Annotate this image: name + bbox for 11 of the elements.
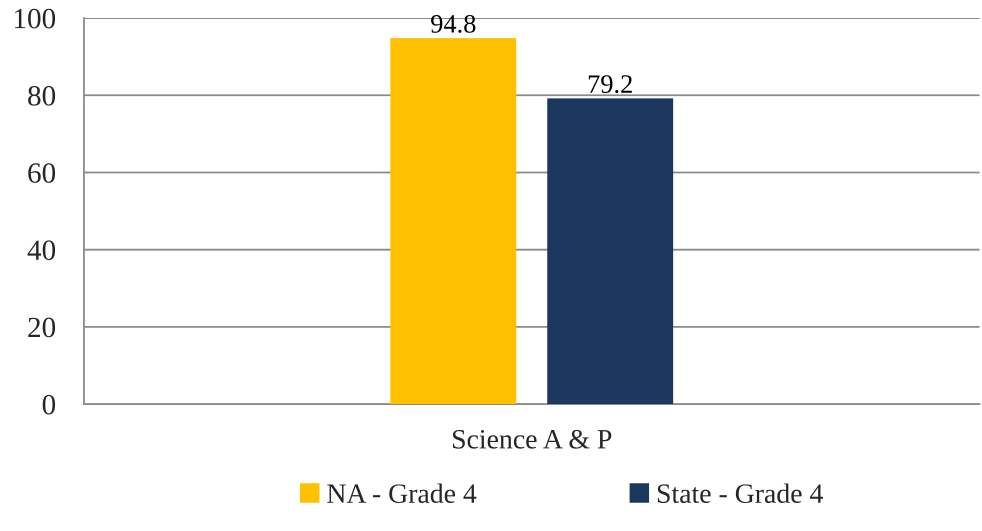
y-tick-label: 0: [42, 394, 56, 414]
y-tick-label: 40: [28, 240, 56, 260]
y-tick-label: 20: [28, 318, 56, 338]
legend-label: State - Grade 4: [658, 483, 823, 504]
data-label: 79.2: [588, 75, 632, 94]
data-label: 94.8: [431, 14, 476, 33]
y-tick-label: 60: [28, 163, 56, 183]
x-tick-label: Science A & P: [452, 430, 612, 449]
y-tick-label: 100: [15, 8, 56, 28]
y-tick-label: 80: [28, 86, 56, 106]
legend-label: NA - Grade 4: [327, 483, 476, 504]
